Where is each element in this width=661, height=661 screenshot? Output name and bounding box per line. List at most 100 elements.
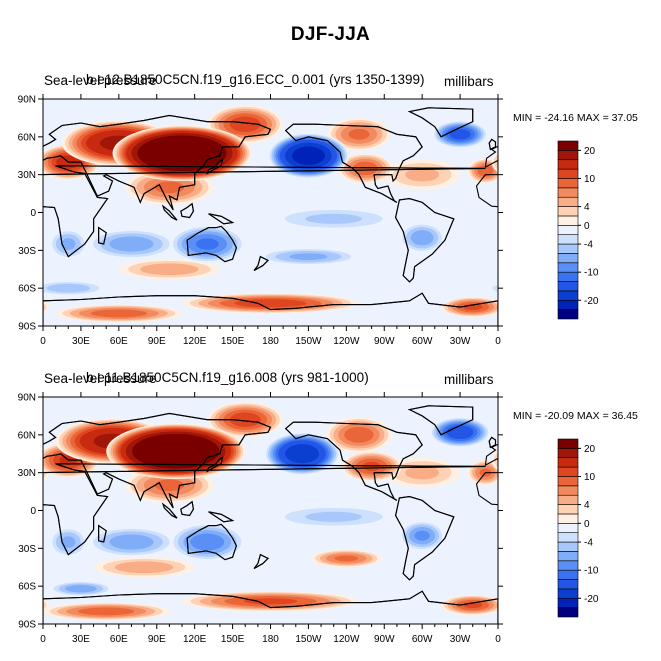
colorbar-swatch bbox=[557, 159, 579, 170]
colorbar-label: -20 bbox=[584, 594, 599, 605]
x-tick-label: 180 bbox=[262, 634, 279, 645]
colorbar-swatch bbox=[557, 140, 579, 151]
panel-2-colorbar: 20 10 4 0 -4 -10 -20 bbox=[557, 438, 599, 618]
anomaly-6 bbox=[87, 228, 176, 260]
colorbar-swatch bbox=[557, 579, 579, 590]
y-tick-label: 30N bbox=[18, 170, 36, 181]
new-zealand-outline bbox=[253, 255, 269, 271]
x-tick-label: 120W bbox=[333, 634, 360, 645]
contour-fill bbox=[1, 600, 34, 611]
anomaly-0 bbox=[384, 159, 461, 190]
colorbar-swatch bbox=[557, 457, 579, 468]
anomaly-4 bbox=[87, 526, 176, 558]
colorbar-swatch bbox=[557, 150, 579, 161]
y-tick-label: 60N bbox=[18, 132, 36, 143]
contour-fill bbox=[498, 603, 520, 621]
south-america-outline bbox=[395, 496, 455, 581]
panel-1: Sea-level pressure b.e12.B1850C5CN.f19_g… bbox=[0, 66, 661, 363]
x-tick-label: 60E bbox=[110, 336, 128, 347]
anomaly-3 bbox=[43, 280, 498, 296]
contour-fill bbox=[334, 555, 359, 562]
colorbar-swatch bbox=[557, 588, 579, 599]
colorbar-label: -4 bbox=[584, 538, 593, 549]
x-tick-label: 150E bbox=[221, 634, 245, 645]
contour-fill bbox=[243, 598, 298, 605]
africa-outline bbox=[43, 463, 486, 556]
colorbar-swatch bbox=[557, 215, 579, 226]
contour-fill bbox=[504, 527, 520, 557]
colorbar-swatch bbox=[557, 225, 579, 235]
colorbar-label: -20 bbox=[584, 296, 599, 307]
x-tick-label: 60E bbox=[110, 634, 128, 645]
antarctica-outline-wrap bbox=[497, 598, 498, 624]
borneo-outline bbox=[180, 202, 194, 219]
anomaly-11 bbox=[169, 523, 246, 561]
x-tick-label: 0 bbox=[40, 336, 46, 347]
madagascar-outline bbox=[98, 524, 107, 543]
colorbar-swatch bbox=[557, 597, 579, 608]
colorbar-swatch bbox=[557, 234, 579, 245]
colorbar-swatch bbox=[557, 485, 579, 496]
anomaly-5 bbox=[257, 247, 359, 266]
uk-outline bbox=[488, 436, 497, 449]
contour-fill bbox=[504, 449, 520, 471]
colorbar-swatch bbox=[557, 206, 579, 217]
contour-fill bbox=[414, 530, 430, 541]
x-tick-label: 90W bbox=[374, 634, 395, 645]
colorbar-swatch bbox=[557, 532, 579, 543]
x-tick-label: 0 bbox=[495, 336, 501, 347]
panel-1-units: millibars bbox=[444, 74, 494, 89]
y-tick-label: 30S bbox=[18, 246, 36, 257]
anomaly-9 bbox=[310, 549, 382, 568]
colorbar-swatch bbox=[557, 494, 579, 505]
north-america-outline bbox=[284, 123, 423, 203]
contour-fill bbox=[234, 299, 307, 308]
colorbar-swatch bbox=[557, 569, 579, 580]
borneo-outline bbox=[180, 500, 194, 517]
slp-field bbox=[43, 99, 520, 326]
new-guinea-outline bbox=[208, 511, 235, 523]
contour-fill bbox=[229, 116, 261, 132]
contour-fill bbox=[43, 301, 50, 314]
colorbar-swatch bbox=[557, 476, 579, 487]
uk-outline bbox=[488, 138, 497, 151]
panel-2: Sea-level pressure b.e11.B1850C5CN.f19_g… bbox=[0, 364, 661, 661]
contour-fill bbox=[496, 157, 498, 167]
x-tick-label: 30W bbox=[450, 336, 471, 347]
contour-fill bbox=[507, 231, 520, 257]
colorbar-swatch bbox=[557, 560, 579, 571]
africa-outline bbox=[43, 165, 486, 258]
colorbar-swatch bbox=[557, 551, 579, 562]
y-tick-label: 30N bbox=[18, 468, 36, 479]
anomaly-8 bbox=[399, 520, 445, 551]
contour-fill bbox=[43, 599, 50, 612]
madagascar-outline bbox=[98, 226, 107, 245]
colorbar-swatch bbox=[557, 466, 579, 477]
panel-2-minmax: MIN = -20.09 MAX = 36.45 bbox=[513, 410, 638, 422]
eurasia-outline bbox=[43, 412, 272, 509]
new-guinea-outline bbox=[208, 213, 235, 225]
anomaly-2 bbox=[118, 259, 220, 280]
colorbar-label: 4 bbox=[584, 500, 590, 511]
colorbar-label: 0 bbox=[584, 519, 590, 530]
contour-fill bbox=[485, 282, 498, 294]
x-tick-label: 120E bbox=[183, 634, 207, 645]
colorbar-swatch bbox=[557, 541, 579, 552]
contour-fill bbox=[140, 263, 199, 276]
colorbar-label: -10 bbox=[584, 566, 599, 577]
contour-fill bbox=[446, 425, 474, 440]
contour-fill bbox=[144, 138, 220, 169]
contour-fill bbox=[496, 456, 498, 465]
antarctica-outline bbox=[43, 292, 498, 326]
contour-fill bbox=[410, 230, 434, 246]
colorbar-swatch bbox=[557, 187, 579, 198]
x-tick-label: 150W bbox=[295, 634, 322, 645]
colorbar-swatch bbox=[557, 607, 579, 618]
y-tick-label: 90S bbox=[18, 620, 36, 631]
africa-outline-wrap bbox=[475, 173, 498, 208]
colorbar-swatch bbox=[557, 196, 579, 207]
contour-fill bbox=[344, 426, 374, 443]
anomaly-12 bbox=[43, 602, 520, 621]
y-tick-label: 90N bbox=[18, 393, 36, 404]
colorbar-label: 10 bbox=[584, 174, 596, 185]
